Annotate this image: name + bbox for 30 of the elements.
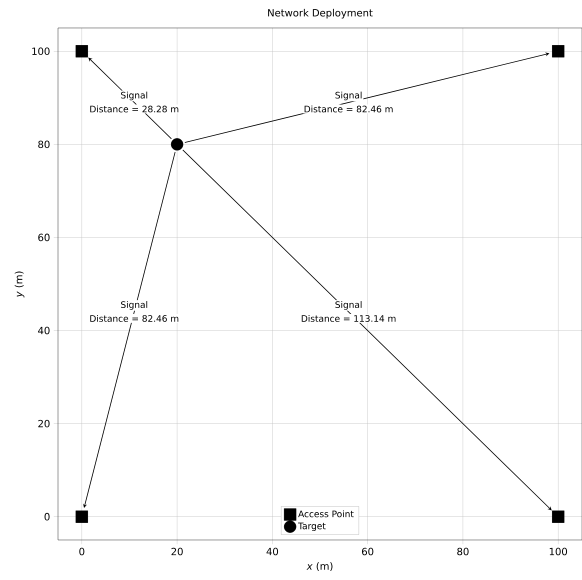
point <box>76 510 88 523</box>
y-axis-title: y (m) <box>14 272 24 298</box>
y-tick-label: 80 <box>38 140 50 148</box>
y-tick-label: 40 <box>38 326 50 334</box>
x-tick-label: 80 <box>457 548 469 556</box>
legend-label: Access Point <box>298 510 354 518</box>
y-tick-label: 100 <box>32 47 50 56</box>
point <box>552 45 564 58</box>
annotation: Signal <box>121 92 148 100</box>
x-tick-label: 0 <box>79 548 84 556</box>
chart-title: Network Deployment <box>268 8 373 18</box>
annotation: Distance = 82.46 m <box>304 105 393 112</box>
x-tick-label: 40 <box>266 548 278 556</box>
annotation: Signal <box>335 92 362 100</box>
x-tick-label: 100 <box>550 548 568 556</box>
annotation: Distance = 28.28 m <box>90 105 178 112</box>
point <box>170 138 184 151</box>
legend-label: Target <box>298 522 326 532</box>
annotation: Distance = 113.14 m <box>302 314 396 322</box>
y-tick-label: 20 <box>38 420 50 428</box>
point <box>552 510 564 523</box>
annotation: Signal <box>121 301 148 310</box>
annotation: Distance = 82.46 m <box>90 314 178 322</box>
x-tick-label: 60 <box>362 548 374 556</box>
x-tick-label: 20 <box>171 548 183 556</box>
y-tick-label: 60 <box>38 234 50 242</box>
x-axis-title: x (m) <box>306 562 332 572</box>
point <box>76 45 88 58</box>
y-tick-label: 0 <box>44 512 50 520</box>
annotation: Signal <box>335 301 362 310</box>
